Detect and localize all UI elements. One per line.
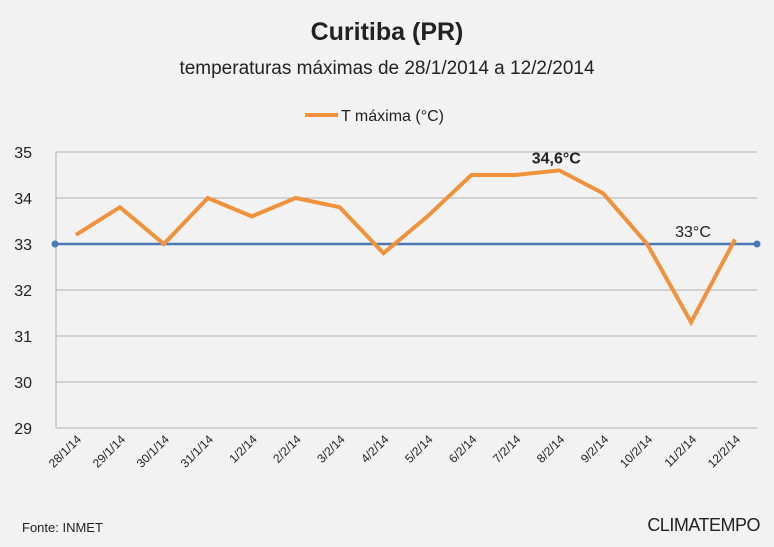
- data-label: 34,6°C: [532, 150, 582, 167]
- y-tick-label: 32: [14, 283, 32, 300]
- y-tick-label: 35: [14, 145, 32, 162]
- x-tick-label: 4/2/14: [358, 432, 392, 466]
- reference-point: [51, 240, 59, 248]
- y-tick-label: 34: [14, 191, 32, 208]
- y-tick-label: 30: [14, 375, 32, 392]
- x-tick-label: 8/2/14: [534, 432, 568, 466]
- x-tick-label: 5/2/14: [402, 432, 436, 466]
- chart-title: Curitiba (PR): [310, 18, 464, 46]
- series-line: [74, 168, 737, 327]
- reference-label: 33°C: [675, 224, 711, 241]
- x-tick-label: 12/2/14: [705, 432, 743, 470]
- x-tick-label: 31/1/14: [178, 432, 216, 470]
- y-tick-label: 33: [14, 237, 32, 254]
- reference-point: [753, 240, 761, 248]
- x-tick-label: 10/2/14: [617, 432, 655, 470]
- x-tick-label: 28/1/14: [46, 432, 84, 470]
- climatempo-logo: CLIMATEMPO: [647, 515, 760, 535]
- x-tick-label: 7/2/14: [490, 432, 524, 466]
- y-tick-label: 31: [14, 329, 32, 346]
- x-tick-label: 29/1/14: [90, 432, 128, 470]
- x-tick-label: 3/2/14: [314, 432, 348, 466]
- x-tick-label: 1/2/14: [226, 432, 260, 466]
- y-tick-label: 29: [14, 421, 32, 438]
- source-label: Fonte: INMET: [22, 520, 103, 535]
- legend-label: T máxima (°C): [341, 108, 444, 125]
- x-tick-label: 2/2/14: [270, 432, 304, 466]
- x-tick-label: 11/2/14: [662, 432, 700, 470]
- x-tick-label: 30/1/14: [134, 432, 172, 470]
- x-tick-label: 6/2/14: [446, 432, 480, 466]
- chart-subtitle: temperaturas máximas de 28/1/2014 a 12/2…: [179, 58, 595, 79]
- x-tick-label: 9/2/14: [578, 432, 612, 466]
